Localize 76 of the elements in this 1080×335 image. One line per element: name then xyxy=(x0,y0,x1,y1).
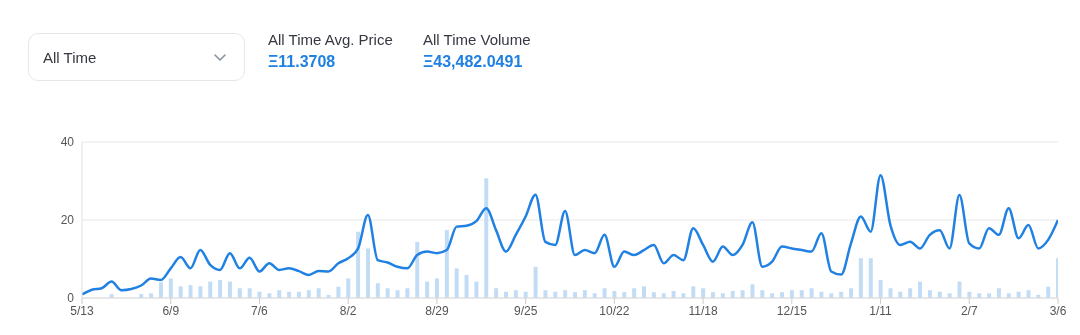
bar xyxy=(277,290,282,298)
bar xyxy=(415,241,420,298)
bar xyxy=(375,283,380,298)
bar xyxy=(1026,290,1031,298)
bar xyxy=(247,288,252,298)
x-tick-label: 6/9 xyxy=(162,303,180,318)
bar xyxy=(799,290,804,298)
bar xyxy=(405,288,410,298)
bar xyxy=(484,178,489,298)
bar xyxy=(740,290,745,298)
bar xyxy=(996,288,1001,298)
bar xyxy=(227,281,232,298)
x-tick-label: 8/2 xyxy=(339,303,357,318)
bar xyxy=(701,288,706,298)
x-tick-label: 9/25 xyxy=(513,303,538,318)
bar xyxy=(208,281,213,298)
y-tick-label: 0 xyxy=(67,291,75,306)
bar xyxy=(316,288,321,298)
bar xyxy=(168,278,173,298)
text: All Time xyxy=(43,48,97,66)
bar xyxy=(582,290,587,298)
x-tick-label: 11/18 xyxy=(688,303,718,318)
bar xyxy=(494,288,499,298)
y-tick-label: 20 xyxy=(60,213,75,228)
bar xyxy=(198,286,203,298)
bar xyxy=(908,288,913,298)
x-tick-label: 3/6 xyxy=(1049,303,1067,318)
text: All Time Avg. Price xyxy=(268,31,393,48)
x-tick-label: 2/7 xyxy=(960,303,978,318)
bar xyxy=(454,268,459,298)
bar xyxy=(602,288,607,298)
bar xyxy=(474,281,479,298)
bar xyxy=(957,281,962,298)
x-tick-label: 7/6 xyxy=(251,303,269,318)
bar xyxy=(632,288,637,298)
bar xyxy=(385,288,390,298)
x-tick-label: 10/22 xyxy=(599,303,630,318)
bar xyxy=(563,290,568,298)
bar xyxy=(868,258,873,298)
bar xyxy=(425,281,430,298)
bar xyxy=(188,285,193,298)
bar xyxy=(888,288,893,298)
bar xyxy=(918,281,923,298)
bar xyxy=(444,230,449,298)
bar xyxy=(849,288,854,298)
bar xyxy=(543,290,548,298)
bar xyxy=(464,274,469,298)
bar xyxy=(533,266,538,298)
bar xyxy=(306,290,311,298)
x-tick-label: 8/29 xyxy=(425,303,449,318)
bar xyxy=(809,288,814,298)
bar xyxy=(218,280,223,298)
bar xyxy=(395,290,400,298)
bar xyxy=(691,286,696,298)
bar xyxy=(434,278,439,298)
bar xyxy=(513,290,518,298)
bar xyxy=(789,290,794,298)
x-tick-label: 5/13 xyxy=(70,303,94,318)
bar xyxy=(760,290,765,298)
text: Ξ11.3708 xyxy=(268,53,336,71)
bar xyxy=(346,278,351,298)
x-tick-label: 1/11 xyxy=(869,303,893,318)
bar xyxy=(237,288,242,298)
bar xyxy=(750,284,755,298)
bar xyxy=(365,248,370,298)
x-tick-label: 12/15 xyxy=(776,303,808,318)
bar xyxy=(642,286,647,298)
bar xyxy=(927,290,932,298)
bar xyxy=(878,280,883,298)
bar xyxy=(158,282,163,298)
text: All Time Volume xyxy=(423,31,531,48)
line-series xyxy=(82,173,1058,296)
y-tick-label: 40 xyxy=(60,135,75,150)
text: Ξ43,482.0491 xyxy=(423,53,523,71)
bar xyxy=(858,258,863,298)
bar xyxy=(178,286,183,298)
